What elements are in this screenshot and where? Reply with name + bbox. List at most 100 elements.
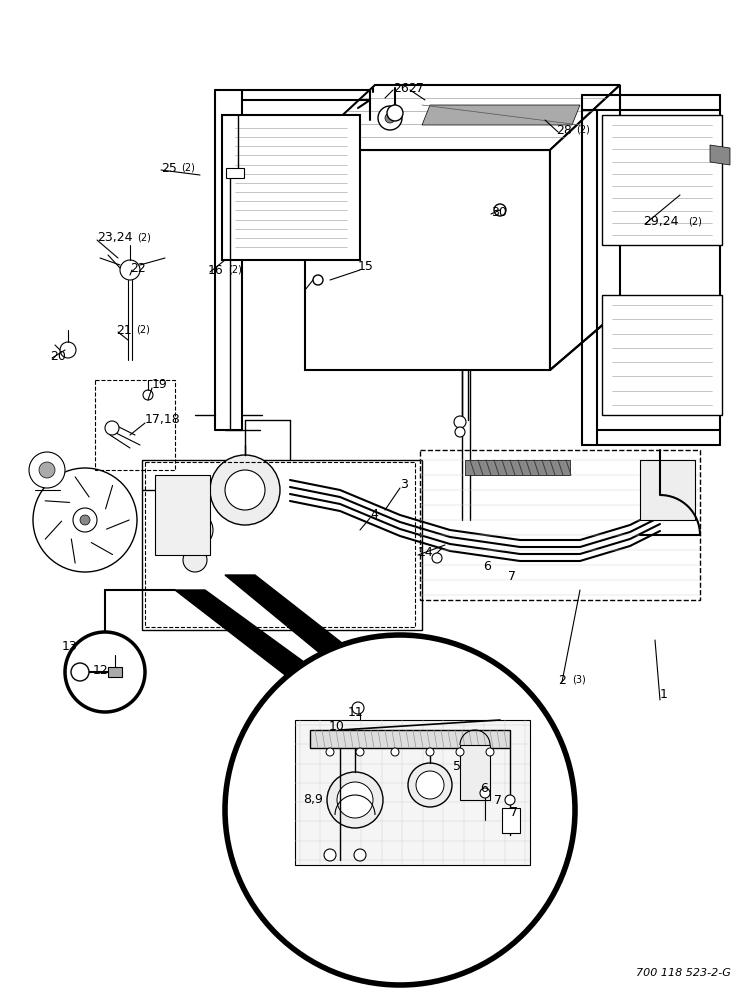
- Circle shape: [416, 771, 444, 799]
- Circle shape: [324, 849, 336, 861]
- Text: (2): (2): [228, 265, 242, 275]
- Circle shape: [183, 548, 207, 572]
- Bar: [108, 667, 122, 677]
- Bar: [226, 168, 244, 178]
- Bar: [95, 380, 175, 470]
- Circle shape: [60, 342, 76, 358]
- Circle shape: [105, 421, 119, 435]
- Text: 14: 14: [418, 546, 434, 558]
- Polygon shape: [225, 575, 415, 715]
- Text: 12: 12: [93, 664, 109, 676]
- Circle shape: [356, 748, 364, 756]
- Text: 17,18: 17,18: [145, 414, 181, 426]
- Circle shape: [80, 515, 90, 525]
- Text: (3): (3): [572, 675, 586, 685]
- Circle shape: [426, 748, 434, 756]
- Circle shape: [455, 427, 465, 437]
- Text: 20: 20: [50, 351, 66, 363]
- Circle shape: [486, 748, 494, 756]
- Circle shape: [39, 462, 55, 478]
- Circle shape: [480, 788, 490, 798]
- Polygon shape: [305, 150, 550, 370]
- Bar: [145, 462, 415, 627]
- Text: 7: 7: [508, 570, 516, 584]
- Text: 29,24: 29,24: [643, 216, 678, 229]
- Circle shape: [120, 260, 140, 280]
- Text: 7: 7: [510, 806, 518, 820]
- Text: (2): (2): [136, 325, 150, 335]
- Text: (2): (2): [181, 163, 195, 173]
- Circle shape: [210, 455, 280, 525]
- Circle shape: [177, 512, 213, 548]
- Text: 21: 21: [116, 324, 132, 336]
- Circle shape: [73, 508, 97, 532]
- FancyBboxPatch shape: [225, 118, 357, 257]
- Bar: [502, 808, 520, 833]
- Circle shape: [225, 635, 575, 985]
- Polygon shape: [550, 85, 620, 370]
- Text: 5: 5: [453, 760, 461, 772]
- Circle shape: [352, 702, 364, 714]
- Circle shape: [354, 849, 366, 861]
- Bar: [295, 720, 530, 865]
- Circle shape: [185, 520, 205, 540]
- Polygon shape: [305, 85, 620, 150]
- Text: 30: 30: [491, 206, 507, 219]
- Circle shape: [494, 204, 506, 216]
- Text: 7: 7: [494, 794, 502, 806]
- Circle shape: [225, 470, 265, 510]
- Text: 1: 1: [660, 688, 668, 702]
- Circle shape: [143, 390, 153, 400]
- Bar: [142, 460, 422, 630]
- Text: 15: 15: [358, 260, 374, 273]
- Bar: [640, 460, 695, 520]
- FancyBboxPatch shape: [604, 117, 720, 243]
- Text: 4: 4: [370, 508, 378, 522]
- Text: 3: 3: [400, 479, 408, 491]
- Text: 25: 25: [161, 161, 177, 174]
- Circle shape: [378, 106, 402, 130]
- Text: 6: 6: [483, 560, 491, 572]
- Text: 22: 22: [130, 261, 146, 274]
- Circle shape: [29, 452, 65, 488]
- Text: 16: 16: [208, 263, 224, 276]
- Bar: [602, 295, 722, 415]
- Text: 700 118 523-2-G: 700 118 523-2-G: [636, 968, 731, 978]
- Text: 28: 28: [556, 123, 572, 136]
- Circle shape: [454, 416, 466, 428]
- Text: (2): (2): [137, 233, 151, 243]
- Text: 2: 2: [558, 674, 566, 686]
- Bar: [420, 450, 700, 600]
- Circle shape: [313, 275, 323, 285]
- Polygon shape: [710, 145, 730, 165]
- Text: 27: 27: [408, 82, 424, 95]
- Circle shape: [65, 632, 145, 712]
- Bar: [310, 730, 510, 748]
- Bar: [222, 115, 360, 260]
- Text: 11: 11: [348, 706, 364, 718]
- Circle shape: [385, 113, 395, 123]
- Polygon shape: [465, 460, 570, 475]
- Text: 13: 13: [62, 641, 78, 654]
- Circle shape: [337, 782, 373, 818]
- Text: 8,9: 8,9: [303, 794, 323, 806]
- Circle shape: [71, 663, 89, 681]
- Circle shape: [391, 748, 399, 756]
- Text: 10: 10: [329, 720, 345, 732]
- Bar: [602, 115, 722, 245]
- Bar: [460, 745, 490, 800]
- Text: 26: 26: [393, 82, 409, 95]
- Circle shape: [456, 748, 464, 756]
- Circle shape: [387, 105, 403, 121]
- Polygon shape: [422, 105, 580, 125]
- Text: (2): (2): [688, 217, 702, 227]
- Bar: [155, 475, 210, 555]
- Circle shape: [432, 553, 442, 563]
- Circle shape: [326, 748, 334, 756]
- Circle shape: [505, 795, 515, 805]
- Text: (2): (2): [576, 125, 590, 135]
- Text: 19: 19: [152, 378, 168, 391]
- Polygon shape: [175, 590, 370, 725]
- FancyBboxPatch shape: [604, 297, 720, 413]
- Circle shape: [327, 772, 383, 828]
